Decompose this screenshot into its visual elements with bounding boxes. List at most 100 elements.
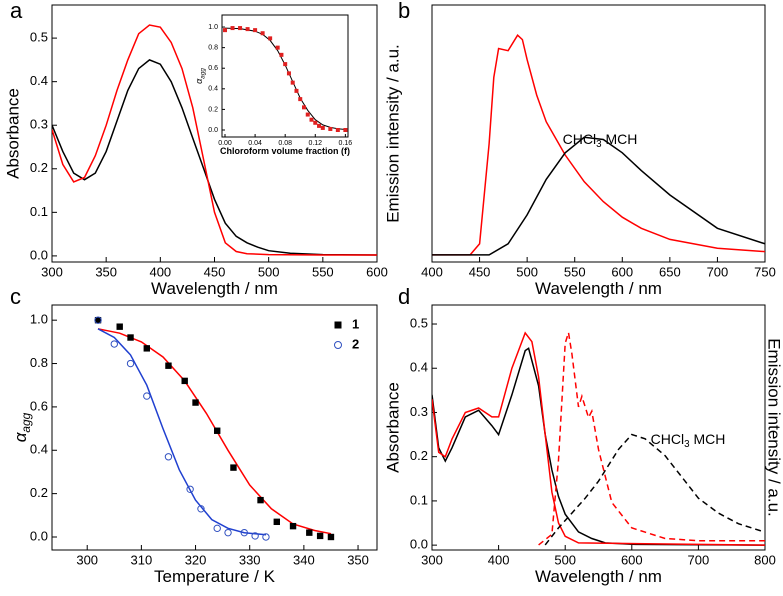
x-tick-label: 500 xyxy=(258,264,280,279)
marker xyxy=(245,27,250,32)
y-tick-label: 0.0 xyxy=(30,528,48,543)
data-line xyxy=(432,136,765,256)
marker xyxy=(192,399,199,406)
x-tick-label: 450 xyxy=(204,264,226,279)
y-tick-label: 0.3 xyxy=(410,404,428,419)
marker xyxy=(143,392,151,400)
x-axis-label: Wavelength / nm xyxy=(151,279,278,298)
plot-area xyxy=(432,34,765,256)
x-axis-label: Chloroform volume fraction (f) xyxy=(220,146,350,156)
plot-frame xyxy=(221,14,349,138)
x-tick-label: 550 xyxy=(312,264,334,279)
x-tick-label: 650 xyxy=(659,264,681,279)
x-tick-label: 0.12 xyxy=(308,140,322,147)
marker xyxy=(328,126,333,131)
marker xyxy=(313,120,318,125)
marker xyxy=(317,123,322,128)
data-line xyxy=(432,331,765,546)
plot-area xyxy=(52,24,377,256)
y-tick-label: 0.0 xyxy=(410,537,428,552)
data-line xyxy=(432,34,765,256)
marker xyxy=(294,88,299,93)
marker xyxy=(327,533,335,541)
x-tick-label: 350 xyxy=(95,264,117,279)
data-line xyxy=(544,433,765,546)
marker xyxy=(268,36,273,41)
marker xyxy=(110,340,118,348)
marker xyxy=(262,533,270,541)
y-axis-label: Emission intensity / a.u. xyxy=(383,44,402,223)
marker xyxy=(223,28,228,33)
y-tick-label: 0.6 xyxy=(208,65,218,72)
annotation: CHCl3 MCH xyxy=(651,431,726,450)
panel-label: c xyxy=(10,284,21,309)
y-tick-label: 0.4 xyxy=(30,442,48,457)
data-line xyxy=(97,328,267,536)
x-tick-label: 300 xyxy=(41,264,63,279)
y-tick-label: 0.0 xyxy=(30,247,48,262)
legend-label: 1 xyxy=(352,316,359,331)
y-tick-label: 0.4 xyxy=(30,73,48,88)
legend-marker xyxy=(334,341,342,349)
marker xyxy=(257,496,264,504)
x-tick-label: 450 xyxy=(469,264,491,279)
marker xyxy=(279,52,284,57)
annotation-part: MCH xyxy=(690,431,726,447)
marker xyxy=(143,345,150,352)
marker xyxy=(165,362,172,369)
y-tick-label: 0.2 xyxy=(410,448,428,463)
x-tick-label: 400 xyxy=(488,552,510,567)
marker xyxy=(240,528,248,537)
annotation-part: CHCl xyxy=(651,431,684,447)
x-axis-label: Temperature / K xyxy=(154,567,276,586)
x-tick-label: 0.08 xyxy=(278,140,292,147)
x-tick-label: 400 xyxy=(421,264,443,279)
x-tick-label: 800 xyxy=(754,552,776,567)
y-axis-label: αagg xyxy=(11,412,33,442)
x-tick-label: 0.16 xyxy=(339,140,353,147)
marker xyxy=(230,26,235,31)
x-tick-label: 350 xyxy=(347,552,369,567)
x-tick-label: 340 xyxy=(293,552,315,567)
annotation-part: MCH xyxy=(602,131,638,147)
marker xyxy=(320,125,325,130)
marker xyxy=(251,532,259,540)
y-tick-label: 0.2 xyxy=(30,485,48,500)
y-tick-label: 0.1 xyxy=(410,492,428,507)
marker xyxy=(253,28,258,33)
marker xyxy=(197,505,205,513)
marker xyxy=(301,105,306,110)
x-axis-label: Wavelength / nm xyxy=(535,279,662,298)
plot-frame xyxy=(431,304,766,551)
y-axis-label: Absorbance xyxy=(3,88,22,179)
x-tick-label: 700 xyxy=(688,552,710,567)
marker xyxy=(298,97,303,102)
marker xyxy=(181,377,188,385)
annotation-part: 3 xyxy=(596,139,602,150)
marker xyxy=(260,31,265,36)
y-axis-label: Absorbance xyxy=(383,382,402,473)
data-line xyxy=(432,347,765,546)
y-tick-label: 0.3 xyxy=(30,117,48,132)
marker xyxy=(305,112,310,117)
panel-label: d xyxy=(398,284,410,309)
marker xyxy=(316,532,324,540)
y-tick-label: 0.5 xyxy=(410,315,428,330)
x-tick-label: 300 xyxy=(421,552,443,567)
marker xyxy=(343,127,348,132)
y-tick-label: 0.8 xyxy=(208,44,218,51)
marker xyxy=(94,316,102,324)
x-axis-label: Wavelength / nm xyxy=(535,567,662,586)
y-axis-label: αagg xyxy=(194,68,206,84)
y-axis-label-part: α xyxy=(194,78,204,84)
y-tick-label: 0.6 xyxy=(30,398,48,413)
marker xyxy=(309,117,314,122)
x-tick-label: 400 xyxy=(149,264,171,279)
x-tick-label: 600 xyxy=(366,264,388,279)
marker xyxy=(213,524,221,533)
marker xyxy=(335,127,340,132)
marker xyxy=(273,518,280,526)
x-tick-label: 0.00 xyxy=(218,140,232,147)
y-tick-label: 0.4 xyxy=(208,86,218,93)
panel-label: a xyxy=(10,0,23,23)
